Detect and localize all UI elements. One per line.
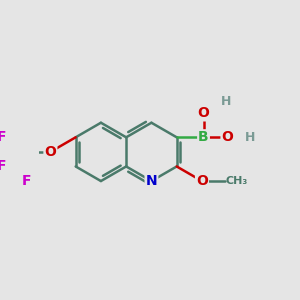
Text: O: O (44, 145, 56, 159)
Text: CH₃: CH₃ (226, 176, 248, 186)
Text: F: F (0, 160, 6, 173)
Text: H: H (245, 131, 255, 144)
Text: F: F (0, 130, 6, 144)
Text: B: B (198, 130, 209, 144)
Text: O: O (196, 174, 208, 188)
Text: H: H (221, 95, 231, 108)
Text: N: N (146, 174, 157, 188)
Text: O: O (198, 106, 209, 120)
Text: F: F (22, 174, 31, 188)
Text: O: O (221, 130, 233, 144)
